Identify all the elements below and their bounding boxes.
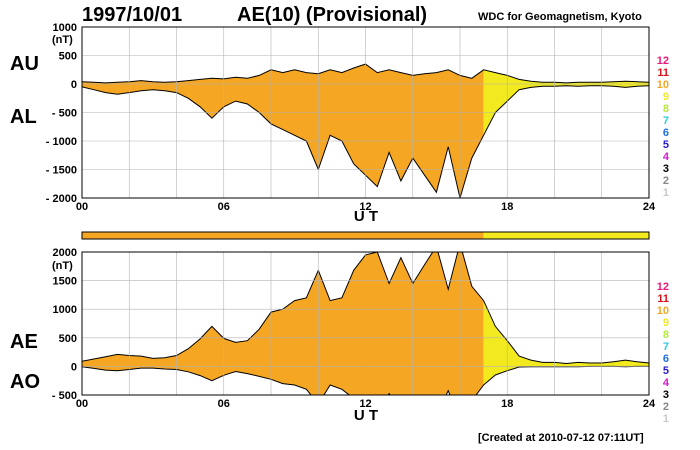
y-tick-label: - 2000 xyxy=(46,193,77,205)
ao-label: AO xyxy=(10,371,40,393)
legend-level-11: 11 xyxy=(657,67,669,79)
date-title: 1997/10/01 xyxy=(82,4,182,26)
legend-level-5: 5 xyxy=(663,139,669,151)
created-timestamp: [Created at 2010-07-12 07:11UT] xyxy=(478,432,644,444)
x-tick-label: 18 xyxy=(501,201,513,213)
x-tick-label: 06 xyxy=(218,398,230,410)
y-tick-label: - 500 xyxy=(52,390,77,402)
au-al-panel: 1000 500 0 - 500 - 1000 - 1500 - 2000 00 06 12 18… xyxy=(10,22,656,225)
y-tick-label: - 500 xyxy=(52,108,77,120)
y-tick-label: 1000 xyxy=(53,22,77,34)
legend-level-7: 7 xyxy=(663,115,669,127)
ae-label: AE xyxy=(10,331,38,353)
x-tick-label: 18 xyxy=(501,398,513,410)
legend-level-12: 12 xyxy=(657,281,669,293)
y-tick-label: 1000 xyxy=(53,304,77,316)
ae-ao-unit: (nT) xyxy=(52,260,73,272)
legend-level-7: 7 xyxy=(663,341,669,353)
organization-label: WDC for Geomagnetism, Kyoto xyxy=(478,11,642,23)
y-tick-label: 500 xyxy=(59,333,77,345)
legend-level-12: 12 xyxy=(657,55,669,67)
station-count-bar xyxy=(82,232,649,239)
legend-level-8: 8 xyxy=(663,103,669,115)
au-label: AU xyxy=(10,53,39,75)
y-tick-label: - 1500 xyxy=(46,165,77,177)
au-al-y-ticks: 1000 500 0 - 500 - 1000 - 1500 - 2000 xyxy=(46,22,77,205)
x-tick-label: 12 xyxy=(359,398,371,410)
ae-ao-y-ticks: 2000 1500 1000 500 0 - 500 xyxy=(52,247,77,402)
legend-level-1: 1 xyxy=(663,187,669,199)
station-bar-segment xyxy=(483,232,649,239)
au-al-unit: (nT) xyxy=(52,34,73,46)
legend-level-1: 1 xyxy=(663,413,669,425)
y-tick-label: 0 xyxy=(71,79,77,91)
al-label: AL xyxy=(10,106,37,128)
band-fill-10 xyxy=(82,252,484,395)
ae-ao-panel: 2000 1500 1000 500 0 - 500 00 06 12 18 24 (nT) AE… xyxy=(10,247,656,424)
x-tick-label: 00 xyxy=(76,398,88,410)
legend-level-3: 3 xyxy=(663,389,669,401)
au-al-x-axis-title: U T xyxy=(354,208,378,225)
x-tick-label: 24 xyxy=(643,398,656,410)
legend-level-9: 9 xyxy=(663,91,669,103)
au-al-grid xyxy=(81,26,650,199)
ae-ao-frame xyxy=(81,251,650,396)
y-tick-label: 2000 xyxy=(53,247,77,259)
legend-level-8: 8 xyxy=(663,329,669,341)
x-tick-label: 00 xyxy=(76,201,88,213)
legend-level-4: 4 xyxy=(663,377,670,389)
station-count-bar-frame xyxy=(81,231,650,240)
legend-level-6: 6 xyxy=(663,353,669,365)
legend-level-11: 11 xyxy=(657,293,669,305)
legend-level-2: 2 xyxy=(663,401,669,413)
ae-ao-x-ticks: 00 06 12 18 24 xyxy=(76,398,656,410)
legend-level-9: 9 xyxy=(663,317,669,329)
x-tick-label: 12 xyxy=(359,201,371,213)
ae-ao-grid xyxy=(81,251,650,396)
legend-level-6: 6 xyxy=(663,127,669,139)
ae-ao-x-axis-title: U T xyxy=(354,407,378,424)
station-bar-segment xyxy=(82,232,484,239)
band-fill-9 xyxy=(483,69,649,136)
legend-level-10: 10 xyxy=(657,305,669,317)
y-tick-label: - 1000 xyxy=(46,136,77,148)
y-tick-label: 0 xyxy=(71,361,77,373)
legend-level-5: 5 xyxy=(663,365,669,377)
legend-level-4: 4 xyxy=(663,151,670,163)
au-al-x-ticks: 00 06 12 18 24 xyxy=(76,201,656,213)
y-tick-label: 500 xyxy=(59,51,77,63)
x-tick-label: 24 xyxy=(643,201,656,213)
legend-level-10: 10 xyxy=(657,79,669,91)
legend-level-2: 2 xyxy=(663,175,669,187)
band-fill-9 xyxy=(483,300,649,385)
index-title: AE(10) (Provisional) xyxy=(237,4,427,26)
legend-level-3: 3 xyxy=(663,163,669,175)
x-tick-label: 06 xyxy=(218,201,230,213)
au-al-frame xyxy=(81,26,650,199)
y-tick-label: 1500 xyxy=(53,276,77,288)
band-fill-10 xyxy=(82,64,484,198)
